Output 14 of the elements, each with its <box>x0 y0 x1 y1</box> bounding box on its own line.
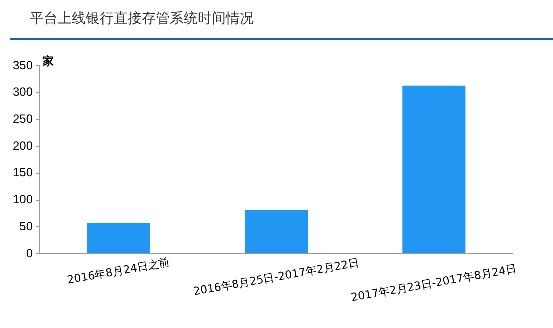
y-tick-label: 250 <box>12 112 34 126</box>
y-tick-label: 100 <box>12 192 34 207</box>
bar <box>244 210 308 254</box>
chart-title: 平台上线银行直接存管系统时间情况 <box>30 10 254 28</box>
x-tick-label: 2016年8月24日之前 <box>66 256 172 287</box>
bar <box>402 86 466 254</box>
y-axis-title: 家 <box>42 54 54 68</box>
y-tick-label: 50 <box>20 219 34 234</box>
y-tick-label: 350 <box>12 58 34 72</box>
y-tick-label: 300 <box>12 85 34 100</box>
y-tick-label: 150 <box>12 166 34 180</box>
y-tick-label: 200 <box>12 138 34 153</box>
bar <box>87 223 150 254</box>
y-tick-label: 0 <box>26 246 34 260</box>
